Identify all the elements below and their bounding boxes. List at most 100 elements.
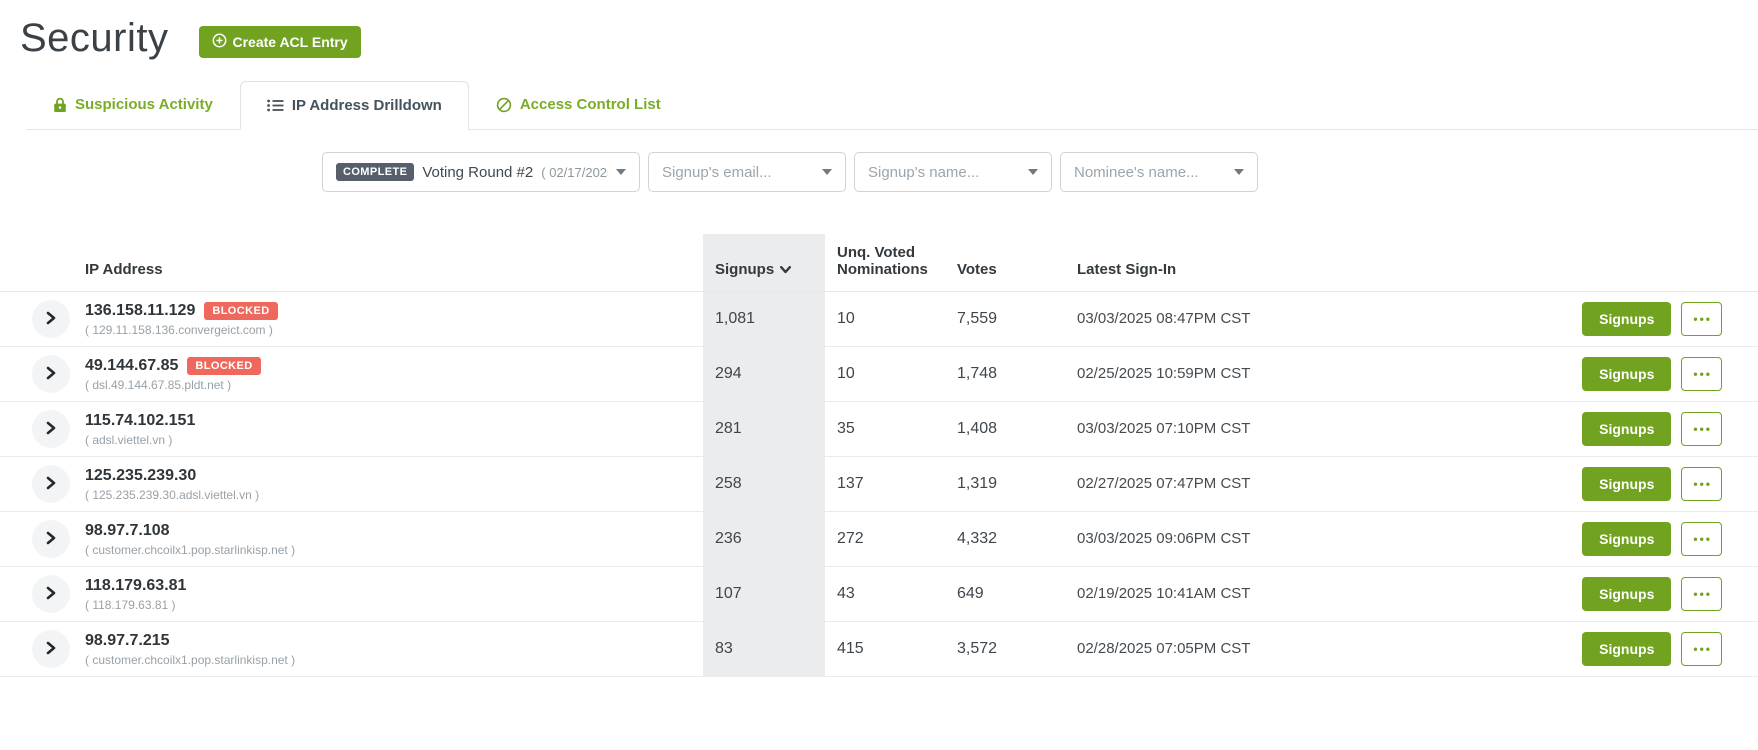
table-header-row: IP Address Signups Unq. Voted Nomination… <box>0 234 1758 292</box>
signup-name-select[interactable]: Signup's name... <box>854 152 1052 192</box>
expand-row-button[interactable] <box>32 575 70 613</box>
list-icon <box>267 99 284 112</box>
column-header-ip: IP Address <box>85 261 163 278</box>
hostname: ( dsl.49.144.67.85.pldt.net ) <box>85 377 232 392</box>
signup-name-placeholder: Signup's name... <box>868 163 980 181</box>
status-badge: COMPLETE <box>336 163 415 181</box>
signups-count: 83 <box>715 640 733 657</box>
page-title: Security <box>20 16 169 60</box>
hostname: ( 129.11.158.136.convergeict.com ) <box>85 322 273 337</box>
circle-plus-icon <box>212 33 227 51</box>
expand-row-button[interactable] <box>32 630 70 668</box>
more-actions-button[interactable]: ••• <box>1681 577 1722 611</box>
ip-address: 115.74.102.151 <box>85 411 196 429</box>
hostname: ( customer.chcoilx1.pop.starlinkisp.net … <box>85 652 296 667</box>
signup-email-select[interactable]: Signup's email... <box>648 152 846 192</box>
more-actions-button[interactable]: ••• <box>1681 302 1722 336</box>
page-header: Security Create ACL Entry <box>0 0 1758 60</box>
ip-address: 98.97.7.108 <box>85 521 170 539</box>
expand-row-button[interactable] <box>32 355 70 393</box>
signups-count: 236 <box>715 530 742 547</box>
actions-column-header <box>1552 278 1722 291</box>
column-header-signups[interactable]: Signups <box>703 234 825 291</box>
more-actions-button[interactable]: ••• <box>1681 632 1722 666</box>
more-actions-button[interactable]: ••• <box>1681 522 1722 556</box>
votes-count: 1,408 <box>957 420 998 437</box>
nominations-count: 10 <box>837 365 855 382</box>
expand-row-button[interactable] <box>32 410 70 448</box>
signups-button[interactable]: Signups <box>1582 357 1672 391</box>
chevron-down-icon <box>822 169 832 175</box>
tab-suspicious-activity[interactable]: Suspicious Activity <box>26 80 240 129</box>
ip-address: 125.235.239.30 <box>85 466 197 484</box>
signups-button[interactable]: Signups <box>1582 467 1672 501</box>
table-row: 115.74.102.151 ( adsl.viettel.vn ) 281 3… <box>0 402 1758 457</box>
chevron-right-icon <box>46 641 56 658</box>
latest-sign-in: 02/27/2025 07:47PM CST <box>1077 475 1251 492</box>
nominations-count: 43 <box>837 585 855 602</box>
more-actions-button[interactable]: ••• <box>1681 467 1722 501</box>
security-page: Security Create ACL Entry Suspicious Act… <box>0 0 1758 677</box>
table-row: 98.97.7.215 ( customer.chcoilx1.pop.star… <box>0 622 1758 677</box>
chevron-right-icon <box>46 421 56 438</box>
latest-sign-in: 03/03/2025 08:47PM CST <box>1077 310 1251 327</box>
chevron-right-icon <box>46 531 56 548</box>
chevron-down-icon <box>616 169 626 175</box>
signups-header-label: Signups <box>715 261 775 278</box>
latest-sign-in: 02/28/2025 07:05PM CST <box>1077 640 1251 657</box>
column-header-votes: Votes <box>957 261 997 278</box>
ip-address: 118.179.63.81 <box>85 576 187 594</box>
column-header-nominations: Unq. Voted Nominations <box>837 244 928 278</box>
voting-round-label: Voting Round #2 <box>422 163 534 181</box>
ip-address: 49.144.67.85 <box>85 356 179 374</box>
voting-round-select[interactable]: COMPLETE Voting Round #2 ( 02/17/2025 th… <box>322 152 640 192</box>
nominations-count: 415 <box>837 640 864 657</box>
signups-button[interactable]: Signups <box>1582 632 1672 666</box>
expand-row-button[interactable] <box>32 465 70 503</box>
signups-count: 281 <box>715 420 742 437</box>
signups-button[interactable]: Signups <box>1582 577 1672 611</box>
votes-count: 7,559 <box>957 310 998 327</box>
tab-ip-address-drilldown[interactable]: IP Address Drilldown <box>239 81 469 130</box>
tab-label: Access Control List <box>519 96 661 113</box>
filter-bar: COMPLETE Voting Round #2 ( 02/17/2025 th… <box>322 152 1758 192</box>
sort-desc-icon <box>780 261 792 278</box>
votes-count: 4,332 <box>957 530 998 547</box>
no-entry-icon <box>496 97 512 113</box>
nominations-count: 10 <box>837 310 855 327</box>
signups-button[interactable]: Signups <box>1582 522 1672 556</box>
blocked-badge: BLOCKED <box>187 356 261 375</box>
create-acl-entry-label: Create ACL Entry <box>232 34 348 50</box>
more-actions-button[interactable]: ••• <box>1681 357 1722 391</box>
signups-button[interactable]: Signups <box>1582 302 1672 336</box>
ip-address: 98.97.7.215 <box>85 631 170 649</box>
latest-sign-in: 02/19/2025 10:41AM CST <box>1077 585 1251 602</box>
hostname: ( adsl.viettel.vn ) <box>85 432 173 447</box>
latest-sign-in: 02/25/2025 10:59PM CST <box>1077 365 1251 382</box>
table-row: 98.97.7.108 ( customer.chcoilx1.pop.star… <box>0 512 1758 567</box>
signups-button[interactable]: Signups <box>1582 412 1672 446</box>
table-row: 125.235.239.30 ( 125.235.239.30.adsl.vie… <box>0 457 1758 512</box>
chevron-down-icon <box>1028 169 1038 175</box>
ip-address-table: IP Address Signups Unq. Voted Nomination… <box>0 234 1758 677</box>
expand-row-button[interactable] <box>32 520 70 558</box>
expand-column-header <box>20 278 85 291</box>
chevron-right-icon <box>46 476 56 493</box>
chevron-right-icon <box>46 311 56 328</box>
latest-sign-in: 03/03/2025 07:10PM CST <box>1077 420 1251 437</box>
tab-access-control-list[interactable]: Access Control List <box>469 80 688 129</box>
hostname: ( 118.179.63.81 ) <box>85 597 176 612</box>
table-row: 118.179.63.81 ( 118.179.63.81 ) 107 43 6… <box>0 567 1758 622</box>
expand-row-button[interactable] <box>32 300 70 338</box>
more-actions-button[interactable]: ••• <box>1681 412 1722 446</box>
nominee-name-select[interactable]: Nominee's name... <box>1060 152 1258 192</box>
signups-count: 1,081 <box>715 310 756 327</box>
nominations-count: 35 <box>837 420 855 437</box>
blocked-badge: BLOCKED <box>204 301 278 320</box>
votes-count: 1,319 <box>957 475 998 492</box>
create-acl-entry-button[interactable]: Create ACL Entry <box>198 26 361 58</box>
nominations-count: 272 <box>837 530 864 547</box>
signups-count: 258 <box>715 475 742 492</box>
signup-email-placeholder: Signup's email... <box>662 163 772 181</box>
voting-round-dates: ( 02/17/2025 thro... <box>541 164 608 180</box>
